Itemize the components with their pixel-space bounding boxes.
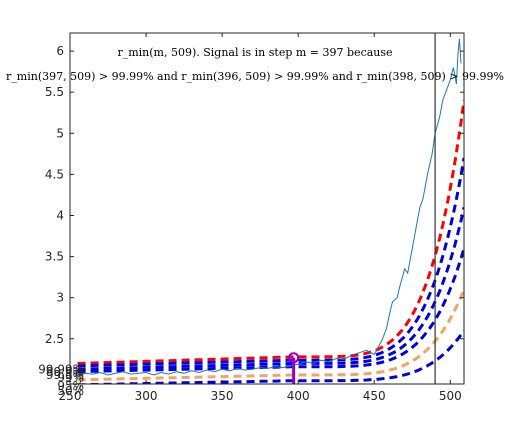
threshold-label: 99%: [57, 371, 84, 385]
y-tick-label: 3: [56, 291, 64, 305]
x-tick-label: 400: [287, 389, 310, 403]
y-tick-label: 4: [56, 208, 64, 222]
x-tick-label: 250: [59, 389, 82, 403]
threshold-label: 99.9%: [46, 365, 84, 379]
y-tick-label: 6: [56, 44, 64, 58]
threshold-curve-1: [77, 157, 464, 368]
y-tick-label: 5.5: [45, 85, 64, 99]
signal-line-0: [77, 38, 462, 376]
y-tick-label: 3.5: [45, 250, 64, 264]
chart-title-line2: r_min(397, 509) > 99.99% and r_min(396, …: [6, 70, 504, 83]
y-tick-label: 5: [56, 126, 64, 140]
y-tick-label: 2.5: [45, 332, 64, 346]
x-tick-label: 300: [135, 389, 158, 403]
plot-area: [70, 33, 464, 384]
chart-title-line1: r_min(m, 509). Signal is in step m = 397…: [117, 46, 392, 59]
x-tick-label: 500: [439, 389, 462, 403]
x-tick-label: 450: [363, 389, 386, 403]
threshold-label: 99.99%: [38, 362, 84, 376]
threshold-label: 99.5%: [46, 368, 84, 382]
x-tick-label: 350: [211, 389, 234, 403]
y-tick-label: 4.5: [45, 167, 64, 181]
threshold-label: 50%: [57, 384, 84, 398]
threshold-label: 95%: [57, 379, 84, 393]
threshold-curve-0: [77, 100, 464, 365]
axes-box: [69, 32, 465, 385]
step-marker: [288, 352, 300, 364]
